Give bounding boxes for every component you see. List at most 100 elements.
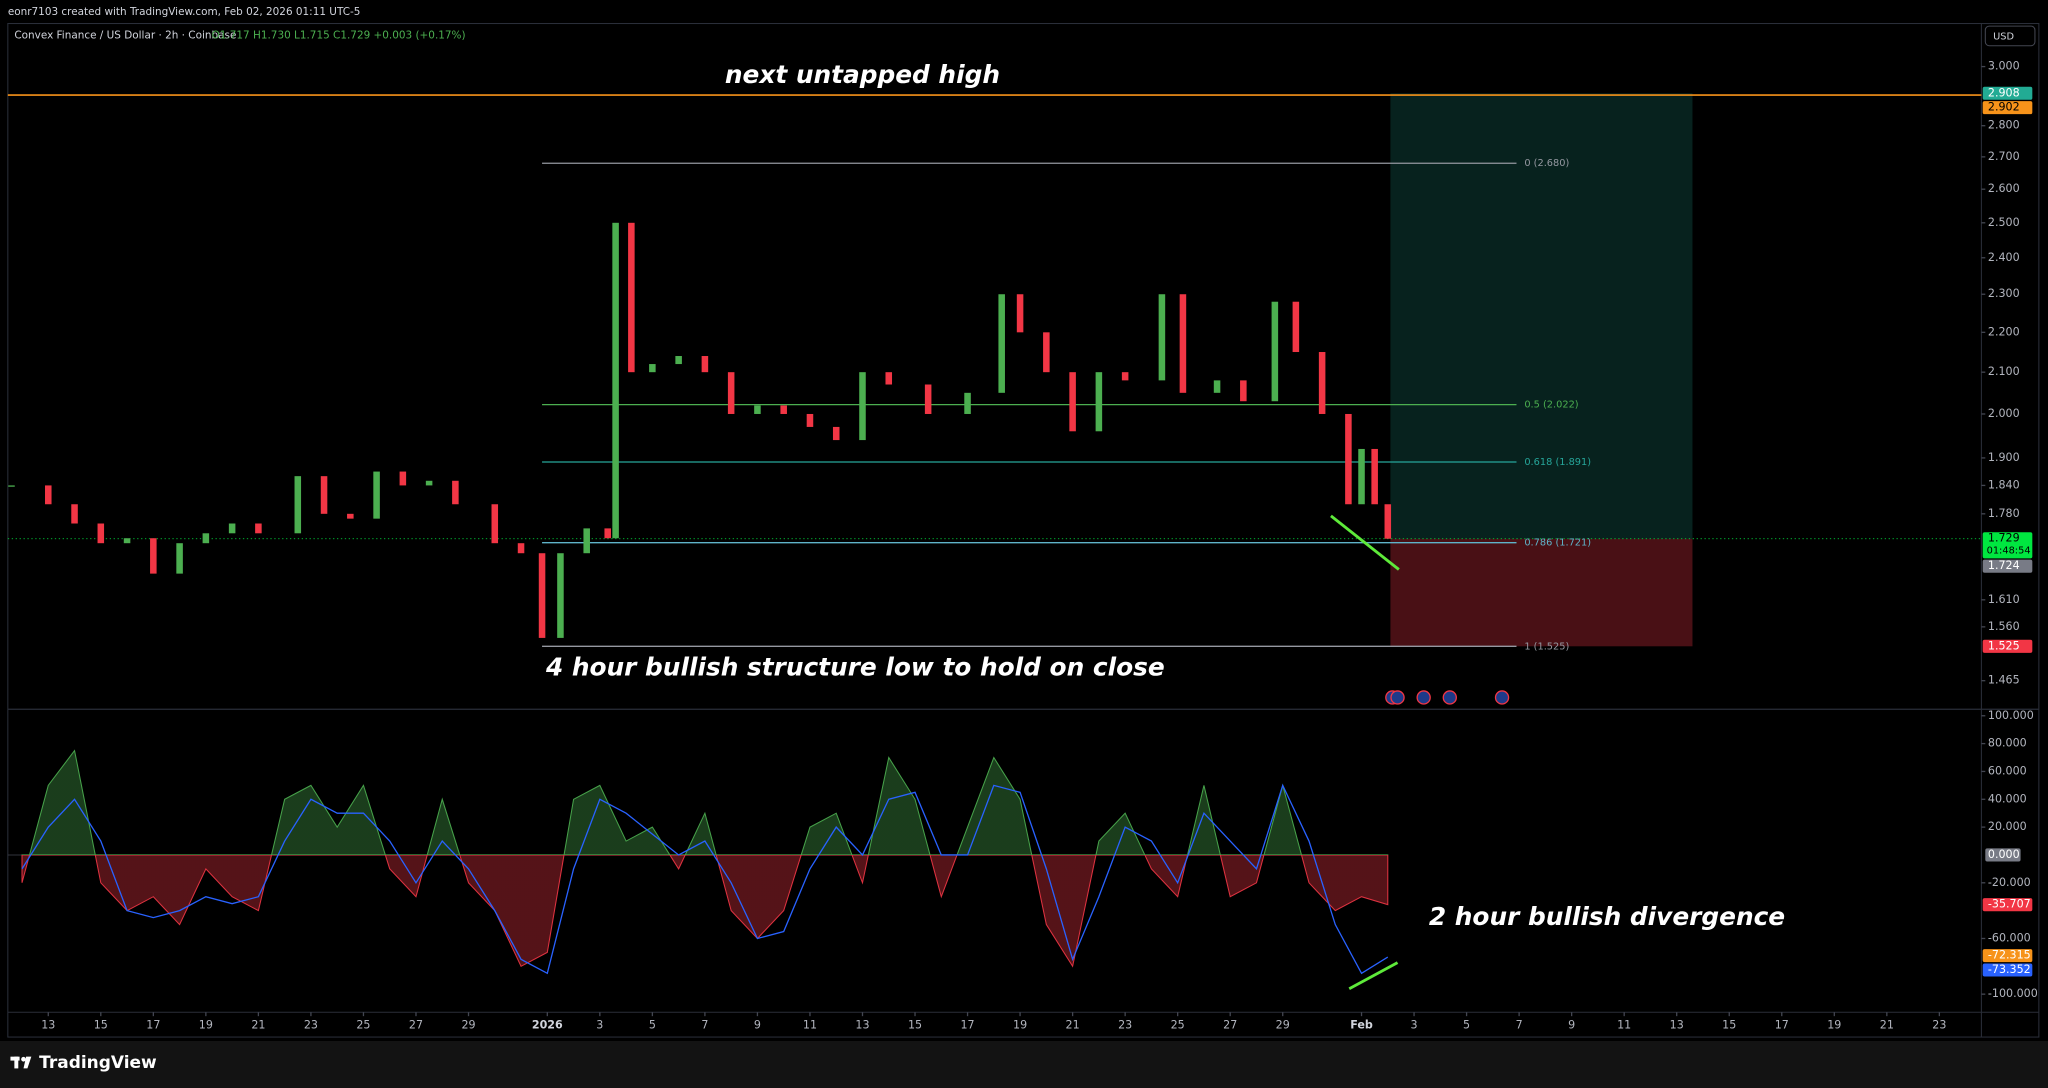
price-label-box [1982,559,2033,573]
price-label-box [1982,101,2033,115]
candle [1318,352,1326,414]
candle [1271,301,1279,402]
candle [517,543,525,554]
event-icons [1385,690,1510,705]
candle [701,356,709,373]
x-tick-label: 3 [1411,1018,1418,1031]
x-tick-label: 19 [199,1018,213,1031]
fib-label: 0.618 (1.891) [1524,457,1591,468]
price-label: 1.724 [1988,559,2020,572]
x-tick-label: 15 [908,1018,922,1031]
value-label-box [1982,898,2033,912]
candle [425,480,433,486]
x-tick-label: 11 [803,1018,817,1031]
x-tick-label: 23 [1932,1018,1946,1031]
x-tick-label: 2026 [532,1018,563,1031]
candle [347,513,354,519]
credit: eonr7103 created with TradingView.com, F… [8,6,361,18]
candle [228,523,236,534]
candle [859,372,866,441]
zero-label-box [1985,848,2021,862]
main-pane: 3.000 2.800 2.700 2.600 2.500 2.400 2.300 2.200… [7,60,2033,687]
x-tick-label: 19 [1013,1018,1027,1031]
candle [924,384,932,414]
logo-icon [10,1056,32,1069]
event-icon[interactable] [1442,690,1457,705]
footer [0,1040,2048,1088]
candle [1043,332,1050,373]
x-tick-label: 11 [1617,1018,1631,1031]
annotation: next untapped high [725,60,1000,89]
y-tick-label: 2.800 [1988,119,2020,132]
y-tick-label: -20.000 [1988,876,2031,889]
y-tick-label: 60.000 [1988,764,2027,777]
logo-part [21,1056,26,1062]
x-tick-label: 7 [701,1018,708,1031]
currency-button[interactable] [1984,25,2036,47]
price-label-box [1982,639,2033,653]
candle [71,504,78,524]
currency: USD [1993,32,2014,43]
x-tick-label: 5 [1463,1018,1470,1031]
x-tick-label: 21 [1066,1018,1080,1031]
price-label: 2.908 [1988,86,2020,99]
y-tick-label: 2.200 [1988,325,2020,338]
x-tick-label: 25 [1171,1018,1185,1031]
price-label: 1.525 [1988,639,2020,652]
y-tick-label: 1.610 [1988,593,2020,606]
candle [832,426,840,441]
candle [1384,504,1392,539]
candle [649,364,656,373]
event-icon[interactable] [1494,690,1510,705]
x-tick-label: 27 [409,1018,423,1031]
target-zone [1390,93,1693,539]
y-tick-label: 100.000 [1988,709,2034,722]
x-tick-label: 23 [1118,1018,1132,1031]
candle [780,405,787,414]
x-tick-label: 17 [1775,1018,1789,1031]
candle [583,528,590,554]
candle [612,222,619,539]
candle [8,485,15,487]
candle [202,533,210,544]
candle [123,538,131,544]
event-icon[interactable] [1390,690,1405,705]
price-label-box [1982,86,2033,100]
x-tick-label: 13 [41,1018,55,1031]
x-tick-label: 17 [960,1018,974,1031]
candle [97,523,105,544]
stop-zone [1390,538,1693,647]
x-tick-label: 15 [1722,1018,1736,1031]
candle [1121,372,1129,381]
fib-label: 1 (1.525) [1524,641,1569,652]
candle [373,471,380,519]
x-tick-label: 25 [356,1018,370,1031]
y-tick-label: 2.500 [1988,216,2020,229]
value-label-box [1982,963,2033,977]
value-label: -72.315 [1988,949,2031,962]
fib-label: 0.786 (1.721) [1524,538,1591,549]
fib-label: 0.5 (2.022) [1524,400,1578,411]
candle [1345,413,1352,505]
candle [998,294,1005,393]
y-tick-label: 80.000 [1988,737,2027,750]
logo-part [14,1056,19,1069]
candle [675,356,682,365]
candle [754,405,761,414]
candle [399,471,407,486]
candle [452,480,459,505]
event-icon[interactable] [1416,690,1431,705]
y-tick-label: 1.465 [1988,674,2020,687]
trendline [1330,514,1400,571]
y-tick-label: 3.000 [1988,60,2020,73]
x-tick-label: 21 [251,1018,265,1031]
candle [294,476,302,534]
candle [255,523,262,534]
y-tick-label: -100.000 [1988,987,2038,1000]
price-label-box [1982,532,2033,559]
candle [1292,301,1300,353]
candle [1240,380,1247,402]
x-tick-label: 19 [1827,1018,1841,1031]
x-tick-label: 5 [649,1018,656,1031]
